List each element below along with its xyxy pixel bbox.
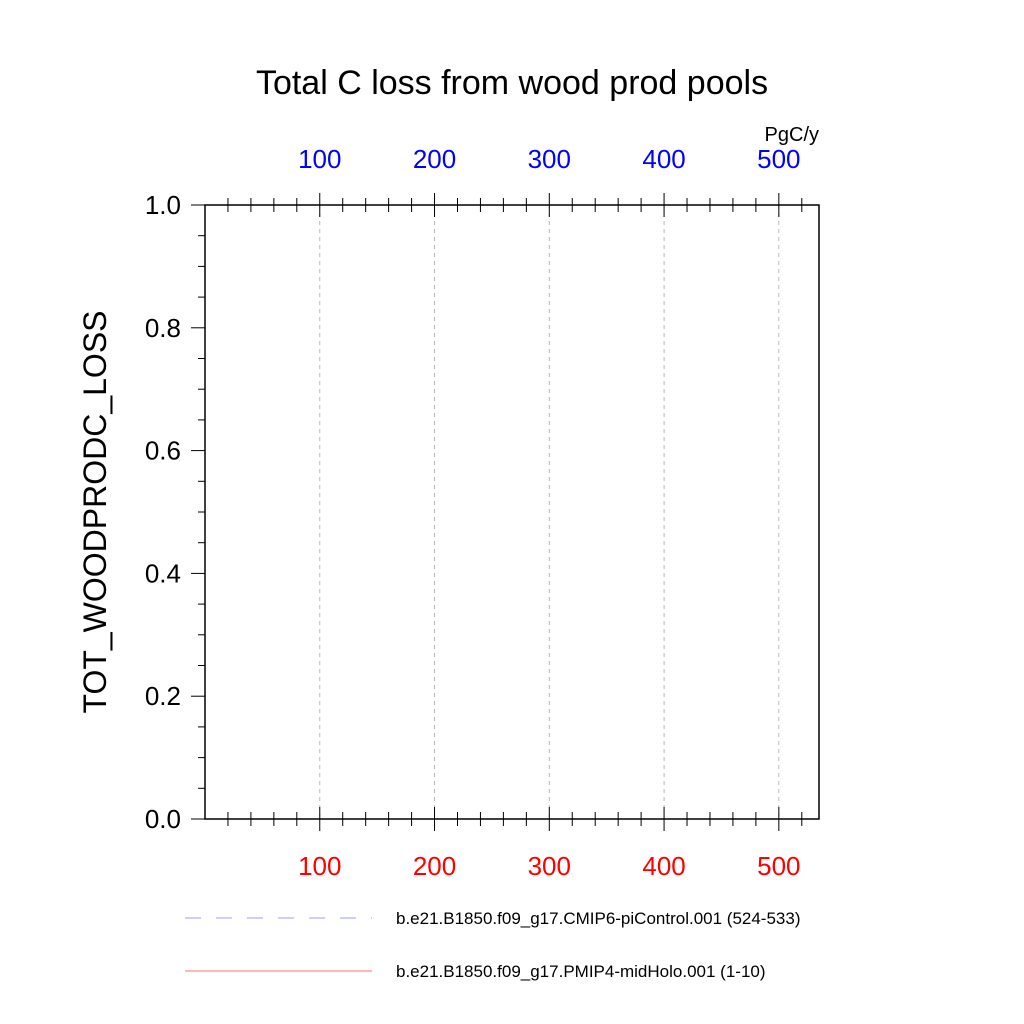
- legend-label: b.e21.B1850.f09_g17.PMIP4-midHolo.001 (1…: [396, 962, 766, 981]
- y-tick-label: 1.0: [145, 190, 181, 220]
- y-tick-label: 0.0: [145, 804, 181, 834]
- x-tick-label-bottom: 400: [642, 851, 685, 881]
- top-axis-units: PgC/y: [765, 124, 819, 146]
- x-tick-label-top: 300: [528, 144, 571, 174]
- tick-labels: 100 100 200 200 300 300 400 400 500 500 0.0 0.2 0.4 0…: [145, 144, 801, 881]
- legend-label: b.e21.B1850.f09_g17.CMIP6-piControl.001 …: [396, 909, 801, 928]
- grid-lines: [319, 205, 780, 819]
- x-tick-label-top: 500: [757, 144, 800, 174]
- y-axis-label: TOT_WOODPRODC_LOSS: [77, 310, 113, 713]
- plot-frame: [204, 204, 820, 820]
- y-tick-label: 0.2: [145, 681, 181, 711]
- x-tick-label-bottom: 500: [757, 851, 800, 881]
- axis-ticks: [191, 193, 803, 831]
- x-tick-label-bottom: 200: [413, 851, 456, 881]
- x-tick-label-bottom: 100: [298, 851, 341, 881]
- y-tick-label: 0.8: [145, 313, 181, 343]
- y-tick-label: 0.6: [145, 436, 181, 466]
- legend: b.e21.B1850.f09_g17.CMIP6-piControl.001 …: [185, 909, 801, 981]
- x-tick-label-top: 200: [413, 144, 456, 174]
- x-tick-label-bottom: 300: [528, 851, 571, 881]
- chart-title: Total C loss from wood prod pools: [256, 64, 768, 102]
- y-tick-label: 0.4: [145, 558, 181, 588]
- x-tick-label-top: 400: [642, 144, 685, 174]
- x-tick-label-top: 100: [298, 144, 341, 174]
